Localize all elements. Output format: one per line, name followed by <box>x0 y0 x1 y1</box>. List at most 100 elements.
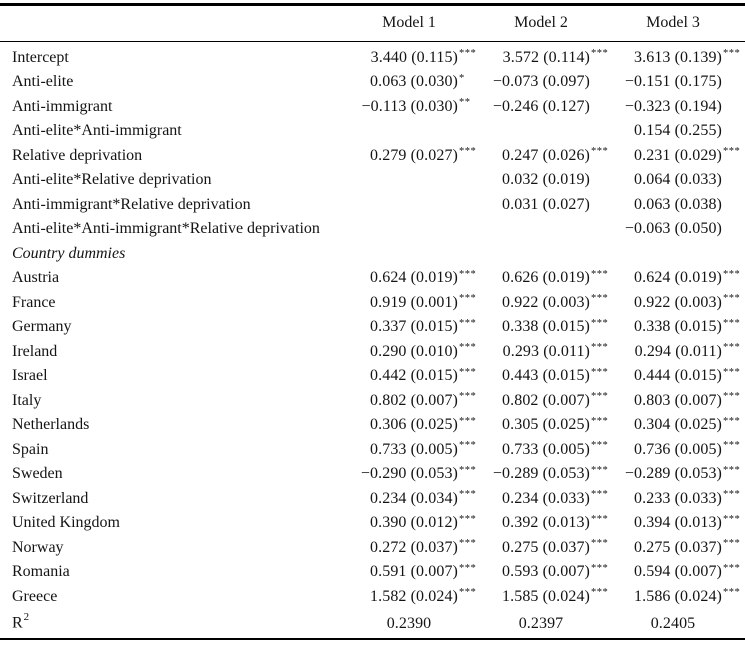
significance-stars: *** <box>591 538 609 550</box>
significance-stars: *** <box>723 587 741 599</box>
coefficient-value: 0.2405 <box>650 614 696 632</box>
table-row: Switzerland 0.234 (0.034) *** 0.234 (0.03… <box>12 489 740 515</box>
coefficient-cell-model-2: 0.032 (0.019) <box>475 171 607 189</box>
significance-stars: * <box>459 72 465 84</box>
table-row: Anti-elite*Anti-immigrant*Relative depri… <box>12 220 739 245</box>
table-row: Anti-elite*Anti-immigrant 0.154 (0.255) <box>12 122 739 147</box>
top-rule <box>0 3 745 6</box>
coefficient-cell-model-3: 0.304 (0.025) *** <box>607 416 740 434</box>
coefficient-value: −0.289 (0.053) <box>624 465 722 483</box>
row-label: Germany <box>12 318 72 336</box>
coefficient-cell-model-1: 0.390 (0.012) *** <box>343 514 476 532</box>
coefficient-cell-model-1: 0.272 (0.037) *** <box>343 538 476 557</box>
coefficient-cell-model-2: 0.802 (0.007) *** <box>475 391 608 410</box>
significance-stars: *** <box>459 415 477 427</box>
coefficient-value: 3.613 (0.139) <box>634 48 722 66</box>
coefficient-cell-model-3: 0.294 (0.011) *** <box>607 342 740 361</box>
coefficient-value: −0.073 (0.097) <box>492 73 590 91</box>
coefficient-cell-model-2: −0.289 (0.053) *** <box>475 464 609 483</box>
table-row: France 0.919 (0.001) *** 0.922 (0.003) ***… <box>12 293 741 319</box>
row-label: Netherlands <box>12 416 90 434</box>
row-label: Intercept <box>12 48 69 66</box>
significance-stars: *** <box>591 489 609 501</box>
coefficient-value: 1.582 (0.024) <box>370 587 458 605</box>
row-label: Spain <box>12 440 49 458</box>
row-label: Anti-immigrant <box>12 97 113 115</box>
coefficient-value: 0.733 (0.005) <box>502 440 590 458</box>
coefficient-cell-model-3: 0.803 (0.007) *** <box>607 391 740 410</box>
coefficient-cell-model-1: 0.2390 <box>343 615 475 633</box>
coefficient-value: 0.337 (0.015) <box>370 318 458 336</box>
coefficient-cell-model-1: 0.306 (0.025) *** <box>343 415 477 434</box>
coefficient-cell-model-3: 0.275 (0.037) *** <box>607 538 741 557</box>
coefficient-value: 0.390 (0.012) <box>370 514 458 532</box>
significance-stars: *** <box>591 562 609 574</box>
coefficient-cell-model-3: 0.2405 <box>607 615 739 633</box>
significance-stars: *** <box>723 293 741 305</box>
significance-stars: *** <box>723 48 741 60</box>
significance-stars: *** <box>723 538 741 550</box>
coefficient-value: 0.063 (0.030) <box>370 73 458 91</box>
significance-stars: *** <box>459 366 477 378</box>
table-row: United Kingdom 0.390 (0.012) *** 0.392 (0… <box>12 513 741 539</box>
coefficient-cell-model-2: 1.585 (0.024) *** <box>475 587 608 606</box>
significance-stars: *** <box>459 342 477 354</box>
coefficient-cell-model-1: 0.337 (0.015) *** <box>343 318 476 336</box>
coefficient-value: 0.442 (0.015) <box>370 367 458 385</box>
coefficient-cell-model-1: 0.919 (0.001) *** <box>343 293 476 312</box>
coefficient-cell-model-3: −0.323 (0.194) <box>607 98 739 116</box>
significance-stars: *** <box>723 146 741 158</box>
coefficient-value: 0.624 (0.019) <box>370 269 458 287</box>
coefficient-cell-model-1: 0.442 (0.015) *** <box>343 366 477 385</box>
coefficient-cell-model-1: 0.290 (0.010) *** <box>343 342 477 361</box>
significance-stars: *** <box>591 268 609 280</box>
coefficient-cell-model-2: 0.2397 <box>475 615 607 633</box>
coefficient-value: 0.394 (0.013) <box>634 514 722 532</box>
coefficient-cell-model-2: 0.293 (0.011) *** <box>475 342 609 361</box>
row-label: Norway <box>12 538 64 556</box>
table-row: Ireland 0.290 (0.010) *** 0.293 (0.011) **… <box>12 342 740 368</box>
row-label: Switzerland <box>12 489 89 507</box>
coefficient-value: 0.272 (0.037) <box>370 538 458 556</box>
coefficient-cell-model-1: 0.733 (0.005) *** <box>343 440 476 459</box>
coefficient-cell-model-3: 0.233 (0.033) *** <box>607 489 740 508</box>
table-row: Romania 0.591 (0.007) *** 0.593 (0.007) **… <box>12 562 741 588</box>
row-label: Country dummies <box>12 244 126 262</box>
table-row: Anti-elite*Relative deprivation 0.032 (0… <box>12 171 739 196</box>
coefficient-value: 0.624 (0.019) <box>634 269 722 287</box>
coefficient-cell-model-1: 0.802 (0.007) *** <box>343 391 476 410</box>
row-label: Sweden <box>12 465 63 483</box>
coefficient-cell-model-3: 1.586 (0.024) *** <box>607 587 741 606</box>
significance-stars: *** <box>591 342 609 354</box>
coefficient-value: 0.594 (0.007) <box>634 563 722 581</box>
coefficient-value: 0.305 (0.025) <box>502 416 590 434</box>
coefficient-value: −0.063 (0.050) <box>624 220 722 238</box>
coefficient-cell-model-3: −0.063 (0.050) <box>607 220 739 238</box>
coefficient-value: 0.444 (0.015) <box>634 367 722 385</box>
coefficient-value: 1.585 (0.024) <box>502 587 590 605</box>
coefficient-value: 0.154 (0.255) <box>634 122 722 140</box>
table-row: Intercept 3.440 (0.115) *** 3.572 (0.114)… <box>12 48 741 74</box>
coefficient-cell-model-1: −0.290 (0.053) *** <box>343 465 476 483</box>
coefficient-cell-model-2: 0.305 (0.025) *** <box>475 416 608 434</box>
coefficient-value: 0.304 (0.025) <box>634 416 722 434</box>
coefficient-cell-model-1: 0.063 (0.030) * <box>343 73 475 91</box>
significance-stars: *** <box>591 440 609 452</box>
table-row: Italy 0.802 (0.007) *** 0.802 (0.007) *** … <box>12 391 740 417</box>
table-body: Intercept 3.440 (0.115) *** 3.572 (0.114)… <box>0 42 745 637</box>
significance-stars: *** <box>459 587 477 599</box>
table-row: Anti-immigrant −0.113 (0.030) ** −0.246 (… <box>12 97 739 123</box>
significance-stars: *** <box>723 513 741 525</box>
column-header-model-1: Model 1 <box>382 14 436 31</box>
coefficient-cell-model-1: 0.234 (0.034) *** <box>343 489 476 508</box>
coefficient-value: 0.032 (0.019) <box>502 171 590 189</box>
coefficient-value: 0.591 (0.007) <box>370 563 458 581</box>
significance-stars: *** <box>459 268 477 280</box>
coefficient-value: 0.031 (0.027) <box>502 195 590 213</box>
coefficient-cell-model-3: 0.444 (0.015) *** <box>607 367 740 385</box>
significance-stars: *** <box>591 464 609 476</box>
table-row: Anti-immigrant*Relative deprivation 0.03… <box>12 196 739 221</box>
significance-stars: *** <box>723 562 741 574</box>
coefficient-cell-model-1: 0.591 (0.007) *** <box>343 563 476 581</box>
column-header-model-2: Model 2 <box>514 14 568 31</box>
